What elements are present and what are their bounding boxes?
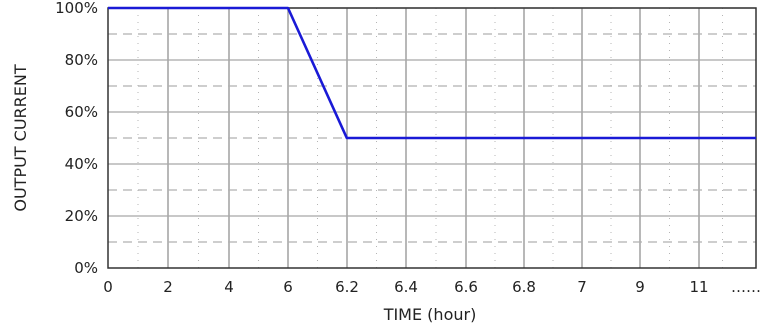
x-tick-label: 6.6 bbox=[454, 278, 478, 296]
y-tick-label: 40% bbox=[65, 155, 98, 173]
y-tick-labels: 0% 20% 40% 60% 80% 100% bbox=[55, 0, 98, 277]
y-tick-label: 100% bbox=[55, 0, 98, 17]
x-tick-label: 6 bbox=[283, 278, 293, 296]
x-tick-label: …… bbox=[731, 278, 761, 296]
x-tick-label: 4 bbox=[224, 278, 234, 296]
y-tick-label: 60% bbox=[65, 103, 98, 121]
x-tick-label: 0 bbox=[103, 278, 113, 296]
x-tick-labels: 0 2 4 6 6.2 6.4 6.6 6.8 7 9 11 …… bbox=[103, 278, 761, 296]
x-tick-label: 11 bbox=[689, 278, 708, 296]
y-tick-label: 20% bbox=[65, 207, 98, 225]
x-tick-label: 7 bbox=[577, 278, 587, 296]
y-tick-label: 0% bbox=[74, 259, 98, 277]
grid bbox=[108, 7, 756, 268]
x-tick-label: 6.4 bbox=[394, 278, 418, 296]
y-tick-label: 80% bbox=[65, 51, 98, 69]
x-tick-label: 9 bbox=[635, 278, 645, 296]
series-layer bbox=[108, 6, 756, 140]
x-tick-label: 2 bbox=[163, 278, 173, 296]
series-line bbox=[108, 6, 756, 140]
x-tick-label: 6.8 bbox=[512, 278, 536, 296]
x-axis-label: TIME (hour) bbox=[383, 305, 477, 324]
y-axis-label: OUTPUT CURRENT bbox=[11, 64, 30, 211]
x-tick-label: 6.2 bbox=[335, 278, 359, 296]
